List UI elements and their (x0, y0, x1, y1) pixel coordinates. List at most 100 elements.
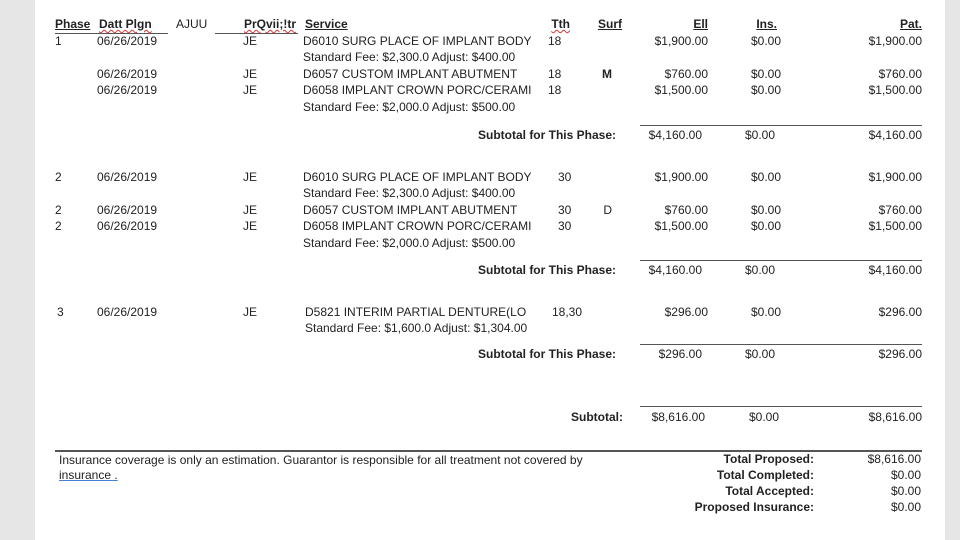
row-patient: $1,500.00 (868, 83, 922, 97)
row-fee-note: Standard Fee: $2,000.0 Adjust: $500.00 (303, 236, 516, 250)
phase-subtotal-label: Subtotal for This Phase: (477, 347, 616, 361)
row-tooth: 18 (548, 34, 562, 48)
row-date: 06/26/2019 (97, 67, 158, 81)
phase-subtotal-patient: $4,160.00 (868, 263, 922, 277)
row-tooth: 18,30 (552, 305, 583, 319)
divider (215, 33, 298, 34)
row-patient: $1,900.00 (868, 34, 922, 48)
row-service: D6010 SURG PLACE OF IMPLANT BODY (303, 34, 532, 48)
row-insurance: $0.00 (750, 34, 781, 48)
header-service: Service (305, 17, 348, 31)
divider (55, 450, 922, 452)
row-provider: JE (243, 219, 258, 233)
row-service: D6057 CUSTOM IMPLANT ABUTMENT (303, 67, 518, 81)
phase-subtotal-label: Subtotal for This Phase: (477, 128, 616, 142)
row-phase: 3 (57, 305, 64, 319)
row-fee: $760.00 (664, 203, 708, 217)
row-patient: $1,900.00 (868, 170, 922, 184)
row-date: 06/26/2019 (97, 219, 158, 233)
row-provider: JE (243, 67, 258, 81)
phase-subtotal-insurance: $0.00 (744, 263, 775, 277)
divider (55, 33, 168, 34)
row-date: 06/26/2019 (97, 34, 158, 48)
total-label: Proposed Insurance: (694, 500, 814, 514)
row-provider: JE (243, 34, 258, 48)
row-phase: 2 (55, 203, 62, 217)
total-value: $8,616.00 (867, 452, 921, 466)
row-insurance: $0.00 (750, 83, 781, 97)
row-fee-note: Standard Fee: $2,300.0 Adjust: $400.00 (303, 186, 516, 200)
total-value: $0.00 (890, 500, 921, 514)
grand-subtotal-insurance: $0.00 (748, 410, 779, 424)
phase-subtotal-insurance: $0.00 (744, 128, 775, 142)
row-insurance: $0.00 (750, 219, 781, 233)
row-provider: JE (243, 83, 258, 97)
row-fee-note: Standard Fee: $2,300.0 Adjust: $400.00 (303, 50, 516, 64)
grand-subtotal-fee: $8,616.00 (651, 410, 705, 424)
row-date: 06/26/2019 (97, 305, 158, 319)
row-phase: 2 (55, 219, 62, 233)
phase-subtotal-fee: $4,160.00 (648, 263, 702, 277)
row-provider: JE (243, 170, 258, 184)
row-fee-note: Standard Fee: $2,000.0 Adjust: $500.00 (303, 100, 516, 114)
total-value: $0.00 (890, 484, 921, 498)
header-date: Datt Plgn (99, 17, 152, 31)
grand-subtotal-patient: $8,616.00 (868, 410, 922, 424)
divider (640, 260, 922, 261)
divider (640, 344, 922, 345)
row-service: D6010 SURG PLACE OF IMPLANT BODY (303, 170, 532, 184)
row-fee-note: Standard Fee: $1,600.0 Adjust: $1,304.00 (305, 321, 528, 335)
row-fee: $760.00 (664, 67, 708, 81)
phase-subtotal-insurance: $0.00 (744, 347, 775, 361)
row-tooth: 30 (558, 170, 572, 184)
divider (640, 406, 922, 407)
row-surface: D (603, 203, 612, 217)
row-patient: $760.00 (878, 67, 922, 81)
row-tooth: 18 (548, 83, 562, 97)
header-status: AJUU (176, 17, 208, 31)
phase-subtotal-patient: $296.00 (878, 347, 922, 361)
row-insurance: $0.00 (750, 203, 781, 217)
total-label: Total Accepted: (725, 484, 814, 498)
row-phase: 1 (55, 34, 62, 48)
row-date: 06/26/2019 (97, 203, 158, 217)
treatment-plan-page: Phase Datt Plgn AJUU PrQvii;!tr Service Tth Su… (35, 0, 945, 540)
row-insurance: $0.00 (750, 170, 781, 184)
header-phase: Phase (55, 17, 91, 31)
row-patient: $296.00 (878, 305, 922, 319)
total-label: Total Proposed: (723, 452, 814, 466)
row-provider: JE (243, 305, 258, 319)
row-fee: $1,900.00 (654, 170, 708, 184)
row-service: D6058 IMPLANT CROWN PORC/CERAMI (303, 83, 532, 97)
row-tooth: 18 (548, 67, 562, 81)
row-service: D6057 CUSTOM IMPLANT ABUTMENT (303, 203, 518, 217)
phase-subtotal-patient: $4,160.00 (868, 128, 922, 142)
grand-subtotal-label: Subtotal: (571, 410, 623, 424)
disclaimer-text: Insurance coverage is only an estimation… (59, 453, 583, 467)
total-value: $0.00 (890, 468, 921, 482)
disclaimer-text-2: insurance . (59, 468, 118, 482)
row-service: D6058 IMPLANT CROWN PORC/CERAMI (303, 219, 532, 233)
phase-subtotal-fee: $296.00 (658, 347, 702, 361)
header-tooth: Tth (551, 17, 570, 31)
row-fee: $1,500.00 (654, 83, 708, 97)
header-patient: Pat. (899, 17, 922, 31)
row-fee: $1,500.00 (654, 219, 708, 233)
row-date: 06/26/2019 (97, 170, 158, 184)
phase-subtotal-fee: $4,160.00 (648, 128, 702, 142)
row-tooth: 30 (558, 219, 572, 233)
total-label: Total Completed: (716, 468, 814, 482)
row-patient: $760.00 (878, 203, 922, 217)
header-fee: Ell (693, 17, 708, 31)
header-insurance: Ins. (756, 17, 777, 31)
header-surface: Surf (598, 17, 622, 31)
row-insurance: $0.00 (750, 305, 781, 319)
row-patient: $1,500.00 (868, 219, 922, 233)
row-tooth: 30 (558, 203, 572, 217)
row-phase: 2 (55, 170, 62, 184)
row-fee: $1,900.00 (654, 34, 708, 48)
row-fee: $296.00 (664, 305, 708, 319)
row-service: D5821 INTERIM PARTIAL DENTURE(LO (305, 305, 527, 319)
row-date: 06/26/2019 (97, 83, 158, 97)
row-provider: JE (243, 203, 258, 217)
